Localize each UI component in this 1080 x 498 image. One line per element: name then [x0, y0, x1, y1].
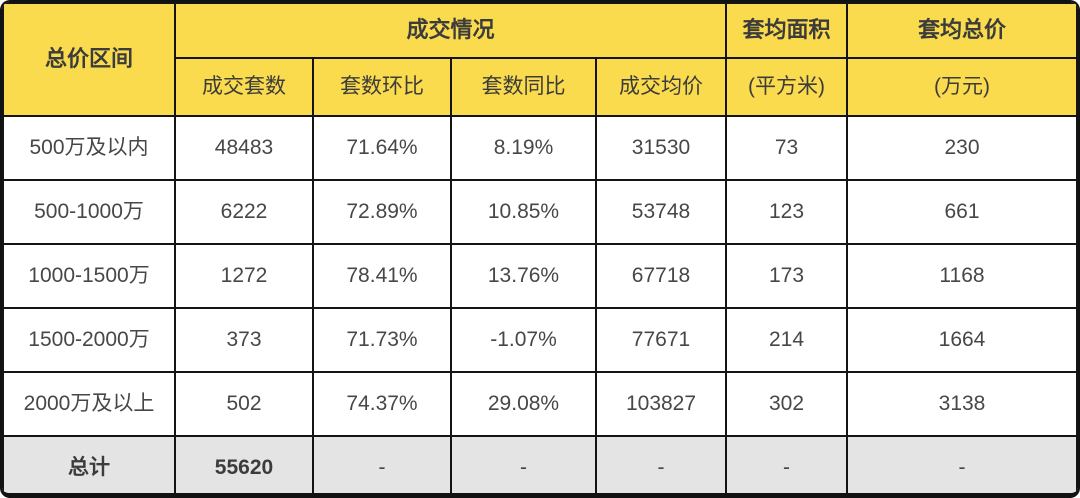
table-row: 2000万及以上 502 74.37% 29.08% 103827 302 31…: [2, 371, 1078, 437]
table-body: 500万及以内 48483 71.64% 8.19% 31530 73 230 …: [2, 115, 1078, 493]
cell-yoy: 29.08%: [450, 371, 597, 437]
cell-avg-total: 1168: [846, 243, 1078, 309]
header-row-main: 总价区间 成交情况 套均面积 套均总价: [2, 2, 1078, 117]
header-row-sub: 成交套数 套数环比 套数同比 成交均价 (平方米) (万元): [3, 57, 1078, 117]
cell-avg-area: 214: [725, 307, 849, 373]
cell-mom: 71.73%: [312, 307, 452, 373]
header-units-yoy: 套数同比: [450, 57, 597, 117]
cell-total-units: 55620: [174, 435, 314, 493]
cell-yoy: 10.85%: [450, 179, 597, 245]
cell-units: 6222: [174, 179, 314, 245]
table-header: 总价区间 成交情况 套均面积 套均总价 成交套数 套数环比 套数同比 成交均价 …: [2, 2, 1078, 117]
table-row: 500万及以内 48483 71.64% 8.19% 31530 73 230: [2, 115, 1078, 181]
table-row: 500-1000万 6222 72.89% 10.85% 53748 123 6…: [2, 179, 1078, 245]
header-group-transaction: 成交情况: [173, 2, 728, 59]
cell-avg-total: 661: [846, 179, 1078, 245]
cell-avg-area: 73: [725, 115, 849, 181]
header-units-mom: 套数环比: [312, 57, 452, 117]
cell-price-range: 500万及以内: [2, 115, 176, 181]
header-units-sold: 成交套数: [174, 57, 314, 117]
table-row: 1500-2000万 373 71.73% -1.07% 77671 214 1…: [2, 307, 1078, 373]
cell-yoy: 8.19%: [450, 115, 597, 181]
cell-avg-price: 31530: [594, 115, 728, 181]
cell-mom: 72.89%: [312, 179, 452, 245]
cell-mom: 71.64%: [312, 115, 452, 181]
cell-yoy: -1.07%: [450, 307, 597, 373]
cell-avg-area: 173: [725, 243, 849, 309]
cell-total-yoy: -: [450, 435, 597, 493]
total-row: 总计 55620 - - - - -: [2, 435, 1078, 493]
cell-avg-price: 77671: [594, 307, 728, 373]
cell-avg-area: 302: [725, 371, 849, 437]
cell-mom: 78.41%: [312, 243, 452, 309]
cell-total-avg-price: -: [594, 435, 728, 493]
cell-avg-total: 3138: [846, 371, 1078, 437]
header-area-unit: (平方米): [725, 57, 849, 117]
cell-total-avg-total: -: [846, 435, 1078, 493]
cell-units: 502: [174, 371, 314, 437]
cell-price-range: 1500-2000万: [2, 307, 176, 373]
table-row: 1000-1500万 1272 78.41% 13.76% 67718 173 …: [2, 243, 1078, 309]
cell-price-range: 1000-1500万: [2, 243, 176, 309]
header-price-range: 总价区间: [2, 2, 176, 117]
header-avg-price: 成交均价: [594, 57, 728, 117]
cell-yoy: 13.76%: [450, 243, 597, 309]
header-avg-total-price: 套均总价: [846, 2, 1078, 59]
cell-avg-price: 53748: [594, 179, 728, 245]
cell-avg-area: 123: [725, 179, 849, 245]
cell-mom: 74.37%: [312, 371, 452, 437]
cell-price-range: 2000万及以上: [2, 371, 176, 437]
cell-units: 373: [174, 307, 314, 373]
cell-total-mom: -: [312, 435, 452, 493]
cell-avg-total: 230: [846, 115, 1078, 181]
cell-price-range: 500-1000万: [2, 179, 176, 245]
cell-avg-total: 1664: [846, 307, 1078, 373]
cell-total-avg-area: -: [725, 435, 849, 493]
header-avg-area: 套均面积: [725, 2, 849, 59]
cell-units: 48483: [174, 115, 314, 181]
cell-units: 1272: [174, 243, 314, 309]
cell-avg-price: 103827: [594, 371, 728, 437]
header-total-unit: (万元): [846, 57, 1078, 117]
cell-total-label: 总计: [2, 435, 176, 493]
cell-avg-price: 67718: [594, 243, 728, 309]
